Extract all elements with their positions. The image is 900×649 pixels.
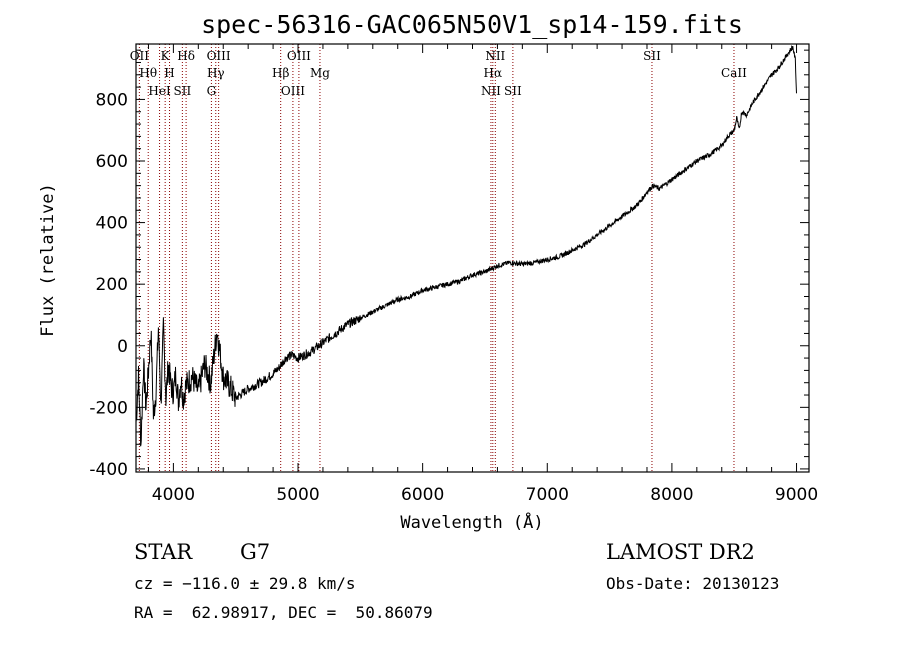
line-marker-label: HeI bbox=[148, 84, 171, 98]
obs-date: Obs-Date: 20130123 bbox=[606, 574, 780, 593]
line-marker-label: Mg bbox=[310, 66, 330, 80]
line-marker-label: Hγ bbox=[207, 66, 225, 80]
y-tick-label: 600 bbox=[96, 152, 128, 172]
x-tick-label: 7000 bbox=[526, 485, 569, 505]
y-tick-label: -200 bbox=[89, 398, 128, 418]
line-marker-label: Hδ bbox=[177, 49, 195, 63]
line-marker-label: K bbox=[161, 49, 171, 63]
line-marker-label: NII bbox=[485, 49, 505, 63]
spectrum-series-line bbox=[135, 44, 797, 447]
y-tick-label: 200 bbox=[96, 275, 128, 295]
y-tick-label: -400 bbox=[89, 460, 128, 480]
axis-ticks: 4000 5000 6000 7000 8000 9000 -400 -200 0 200 400 6… bbox=[89, 44, 818, 505]
plot-frame bbox=[135, 43, 810, 473]
line-marker-label: OIII bbox=[287, 49, 311, 63]
line-marker-label: OIII bbox=[207, 49, 231, 63]
chart-title: spec-56316-GAC065N50V1_sp14-159.fits bbox=[201, 10, 743, 39]
line-marker-label: NII bbox=[481, 84, 501, 98]
object-class: STAR bbox=[134, 540, 193, 564]
line-marker-label: H bbox=[164, 66, 174, 80]
line-marker-label: CaII bbox=[721, 66, 747, 80]
line-marker-label: SII bbox=[504, 84, 522, 98]
x-tick-label: 9000 bbox=[775, 485, 818, 505]
x-tick-label: 5000 bbox=[276, 485, 319, 505]
line-marker-label: Hα bbox=[484, 66, 503, 80]
y-axis-label: Flux (relative) bbox=[38, 183, 58, 337]
object-subclass: G7 bbox=[240, 540, 271, 564]
x-tick-label: 8000 bbox=[650, 485, 693, 505]
line-marker-label: OIII bbox=[281, 84, 305, 98]
line-marker-label: Hθ bbox=[139, 66, 157, 80]
y-tick-label: 800 bbox=[96, 90, 128, 110]
emission-line-markers: OIIHθHeIKHSIIHδHγGOIIIHβOIIIOIIIMgNIINII… bbox=[130, 44, 747, 472]
line-marker-label: SII bbox=[643, 49, 661, 63]
x-tick-label: 4000 bbox=[152, 485, 195, 505]
x-tick-label: 6000 bbox=[401, 485, 444, 505]
line-marker-label: OII bbox=[130, 49, 150, 63]
survey-label: LAMOST DR2 bbox=[606, 540, 755, 564]
line-marker-label: Hβ bbox=[272, 66, 289, 80]
ra-dec-readout: RA = 62.98917, DEC = 50.86079 bbox=[134, 603, 433, 622]
line-marker-label: G bbox=[207, 84, 217, 98]
redshift-readout: cz = −116.0 ± 29.8 km/s bbox=[134, 574, 356, 593]
y-tick-label: 400 bbox=[96, 214, 128, 234]
spectrum-chart: spec-56316-GAC065N50V1_sp14-159.fits OII… bbox=[38, 10, 818, 533]
x-axis-label: Wavelength (Å) bbox=[400, 511, 543, 533]
y-tick-label: 0 bbox=[117, 337, 128, 357]
line-marker-label: SII bbox=[174, 84, 192, 98]
